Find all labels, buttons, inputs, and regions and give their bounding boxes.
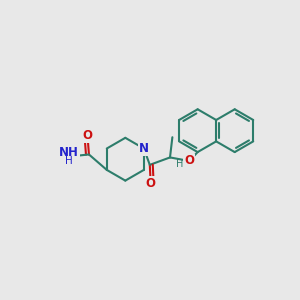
Text: O: O: [82, 129, 92, 142]
Text: N: N: [139, 142, 149, 155]
Text: NH: NH: [59, 146, 79, 160]
Text: O: O: [184, 154, 194, 167]
Text: H: H: [176, 159, 183, 169]
Text: O: O: [146, 177, 156, 190]
Text: H: H: [65, 156, 73, 166]
